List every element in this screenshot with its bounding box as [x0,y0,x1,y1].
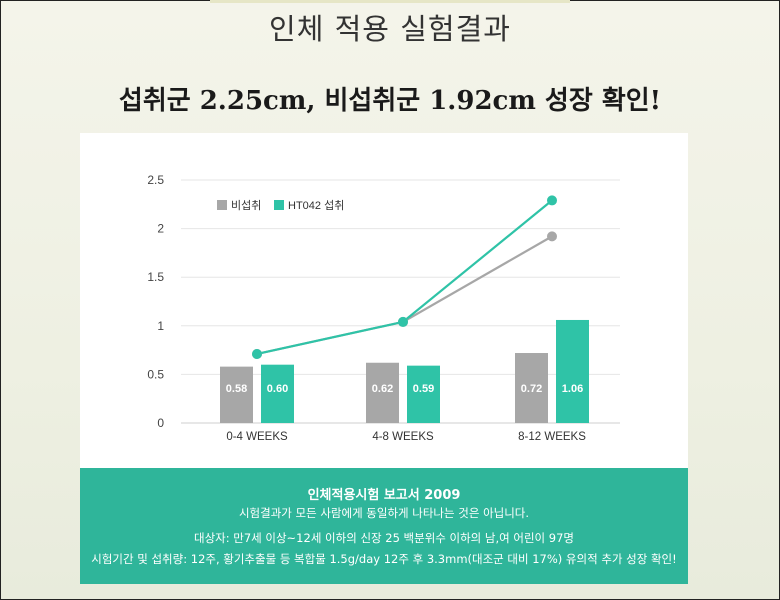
bar-value-label: 0.60 [267,383,288,395]
bar [366,362,399,423]
y-tick-label: 0.5 [147,367,164,381]
x-tick-label: 4-8 WEEKS [372,431,434,443]
bar-value-label: 0.58 [226,383,247,395]
report-subjects: 대상자: 만7세 이상~12세 이하의 신장 25 백분위수 이하의 남,여 어… [193,531,574,545]
series-line [256,235,553,356]
y-tick-label: 2.5 [147,173,164,187]
legend-label: 비섭취 [231,199,261,212]
y-tick-label: 0 [157,416,164,430]
report-panel: 인체적용시험 보고서 2009 시험결과가 모든 사람에게 동일하게 나타나는 … [80,468,688,584]
growth-chart: 0 0.5 1 1.5 2 2.5 0.58 0.62 0.72 0.60 0.59 1.06 0-4 … [147,173,620,443]
line-point [398,316,408,327]
y-tick-label: 1 [157,319,164,333]
bar [556,319,589,423]
bar [407,365,440,423]
x-tick-label: 8-12 WEEKS [518,431,586,443]
page-subtitle: 섭취군 2.25cm, 비섭취군 1.92cm 성장 확인! [118,86,662,116]
report-disclaimer: 시험결과가 모든 사람에게 동일하게 나타나는 것은 아닙니다. [238,506,530,520]
bar-value-label: 1.06 [562,383,583,395]
line-point [252,348,262,359]
chart-card: 0 0.5 1 1.5 2 2.5 0.58 0.62 0.72 0.60 0.59 1.06 0-4 … [80,133,688,468]
y-tick-label: 2 [157,222,164,236]
report-title: 인체적용시험 보고서 2009 [307,488,461,503]
bar-value-label: 0.59 [413,383,434,395]
legend-swatch [274,200,284,210]
line-point [547,231,557,242]
y-tick-label: 1.5 [147,270,164,284]
bar [220,366,253,423]
legend-swatch [217,200,227,210]
report-period: 시험기간 및 섭취량: 12주, 황기추출물 등 복합물 1.5g/day 12… [91,552,677,566]
top-accent-line [210,0,570,3]
legend-label: HT042 섭취 [288,199,344,212]
bar [515,353,548,423]
bar [261,364,294,423]
page-title: 인체 적용 실험결과 [269,12,511,46]
x-tick-label: 0-4 WEEKS [226,431,288,443]
bar-value-label: 0.62 [372,383,393,395]
bar-value-label: 0.72 [521,383,542,395]
line-point [547,195,557,206]
